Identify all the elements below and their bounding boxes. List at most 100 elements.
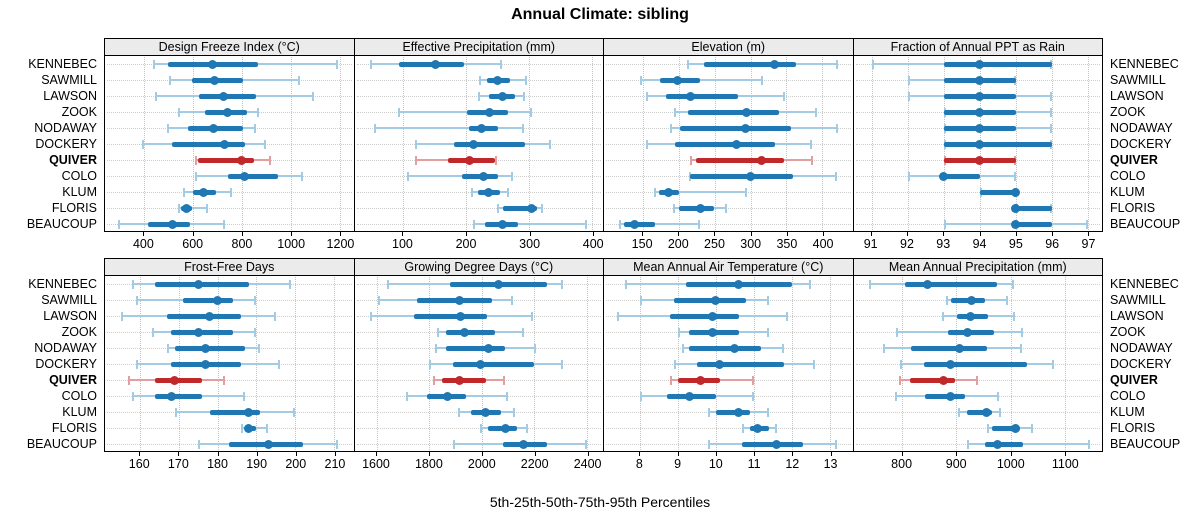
p5-cap [155, 91, 158, 101]
p5-cap [478, 91, 481, 101]
v-gridline [822, 57, 824, 230]
p50-dot-kennebec [734, 279, 744, 289]
axis-tick [792, 452, 794, 456]
p5-cap [374, 123, 377, 133]
panel-elevation-m: Elevation (m) 150 200 250 300 350 400 [603, 38, 854, 258]
p50-dot-nodaway [208, 123, 218, 133]
station-label-right-floris: FLORIS [1110, 201, 1156, 215]
p50-dot-sawmill [711, 295, 721, 305]
p5-cap [458, 407, 461, 417]
axis-caption: 5th-25th-50th-75th-95th Percentiles [489, 494, 711, 510]
p95-cap [269, 155, 272, 165]
v-gridline [290, 57, 292, 230]
p95-cap [223, 375, 226, 385]
p5-cap [151, 327, 154, 337]
p50-dot-floris [244, 423, 254, 433]
p95-cap [335, 439, 338, 449]
axis-tick-label: 92 [900, 237, 914, 251]
h-gridline [606, 208, 851, 209]
p50-dot-zook [975, 107, 985, 117]
p50-dot-klum [483, 187, 493, 197]
p5-cap [670, 375, 673, 385]
p50-dot-dockery [475, 359, 485, 369]
h-gridline [606, 428, 851, 429]
p5-cap [966, 439, 969, 449]
p95-cap [1005, 295, 1008, 305]
axis-tick-label: 180 [207, 457, 228, 471]
p95-cap [767, 407, 770, 417]
station-label-left-klum: KLUM [62, 185, 97, 199]
p5-cap [674, 359, 677, 369]
p50-dot-colo [166, 391, 176, 401]
panel-growing-degree-days-c: Growing Degree Days (°C) 1600 1800 2000 2200… [353, 258, 605, 478]
axis-tick-label: 2200 [520, 457, 549, 471]
p25-p75-box-dockery [923, 361, 1028, 367]
station-label-right-beaucoup: BEAUCOUP [1110, 217, 1181, 231]
p95-cap [503, 375, 506, 385]
panel-plot-mean-annual-air-temperature-c [603, 276, 854, 452]
p25-p75-box-klum [209, 409, 261, 415]
p95-cap [521, 327, 524, 337]
p5-cap [624, 279, 627, 289]
v-gridline [592, 57, 594, 230]
panel-plot-mean-annual-precipitation-mm [852, 276, 1103, 452]
panel-axis-growing-degree-days-c: 1600 1800 2000 2200 2400 [354, 452, 605, 478]
station-label-right-lawson: LAWSON [1110, 309, 1164, 323]
p50-dot-colo [443, 391, 453, 401]
axis-tick [587, 452, 589, 456]
p5-cap [195, 155, 198, 165]
p25-p75-box-floris [1015, 205, 1052, 211]
axis-tick [979, 232, 981, 236]
panel-plot-effective-precipitation-mm [353, 56, 604, 232]
p95-cap [300, 171, 303, 181]
p95-cap [242, 391, 245, 401]
p95-cap [522, 91, 525, 101]
p5-cap [174, 407, 177, 417]
p5-cap [452, 439, 455, 449]
p25-p75-box-nodaway [689, 345, 762, 351]
p95-cap [561, 359, 564, 369]
p5-cap [370, 59, 373, 69]
p95-cap [511, 295, 514, 305]
axis-tick [1088, 232, 1090, 236]
p25-p75-box-klum [715, 409, 751, 415]
p25-p75-box-quiver [695, 157, 784, 163]
axis-tick-label: 400 [582, 237, 604, 251]
axis-tick-label: 11 [747, 457, 761, 471]
p95-cap [698, 219, 701, 229]
p5-cap [167, 343, 170, 353]
v-gridline [376, 277, 378, 450]
p50-dot-quiver [465, 155, 475, 165]
p95-cap [277, 359, 280, 369]
station-label-left-kennebec: KENNEBEC [28, 57, 97, 71]
labels-spacer [1110, 38, 1200, 56]
p50-dot-sawmill [454, 295, 464, 305]
p25-p75-box-zook [688, 109, 780, 115]
p95-cap [297, 75, 300, 85]
p95-cap [254, 327, 257, 337]
p5-cap [406, 391, 409, 401]
station-label-right-klum: KLUM [1110, 405, 1145, 419]
p50-dot-nodaway [483, 343, 493, 353]
station-label-left-colo: COLO [61, 169, 97, 183]
p95-cap [311, 91, 314, 101]
panel-fraction-of-annual-ppt-as-rain: Fraction of Annual PPT as Rain 91 92 93 94 95… [852, 38, 1103, 258]
station-labels-right: KENNEBEC SAWMILL LAWSON ZOOK NODAWAY DOCKERY Q… [1103, 38, 1200, 258]
axis-tick-label: 12 [785, 457, 800, 471]
axis-tick-label: 13 [823, 457, 838, 471]
p50-dot-klum [1011, 187, 1021, 197]
station-label-right-quiver: QUIVER [1110, 373, 1158, 387]
p95-cap [1019, 343, 1022, 353]
p95-cap [1020, 327, 1023, 337]
v-gridline [871, 57, 873, 230]
p50-dot-dockery [715, 359, 725, 369]
station-label-right-zook: ZOOK [1110, 105, 1146, 119]
axis-tick [906, 232, 908, 236]
axis-tick-label: 1200 [326, 237, 355, 251]
p50-dot-klum [481, 407, 491, 417]
panel-group-bottom: KENNEBEC SAWMILL LAWSON ZOOK NODAWAY DOCKERY Q… [0, 258, 1200, 478]
axis-tick-label: 200 [455, 237, 477, 251]
h-gridline [855, 428, 1100, 429]
p95-cap [266, 423, 269, 433]
p25-p75-box-zook [446, 329, 495, 335]
